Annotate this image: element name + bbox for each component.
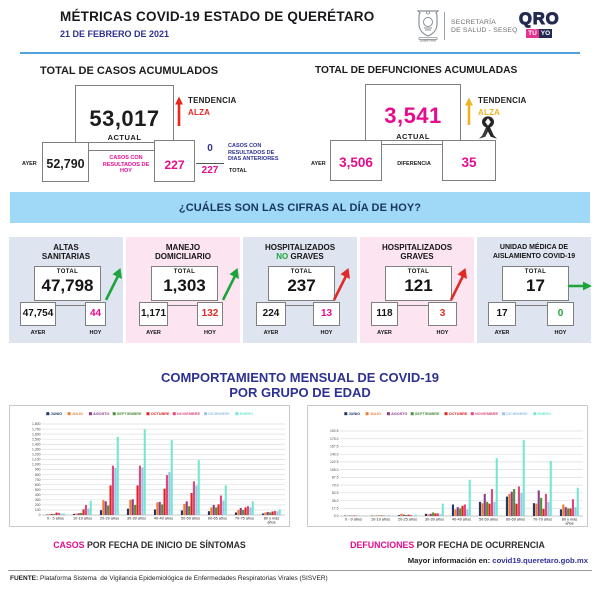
svg-text:40-49 años: 40-49 años xyxy=(154,517,173,521)
svg-text:1,600: 1,600 xyxy=(32,432,41,436)
svg-text:1,300: 1,300 xyxy=(32,447,41,451)
svg-text:100: 100 xyxy=(35,508,41,512)
svg-text:192.5: 192.5 xyxy=(330,429,339,433)
svg-text:OCTUBRE: OCTUBRE xyxy=(151,412,170,416)
svg-text:500: 500 xyxy=(35,488,41,492)
svg-text:años: años xyxy=(565,521,573,525)
svg-text:ENERO: ENERO xyxy=(538,412,552,416)
svg-text:NOVIEMBRE: NOVIEMBRE xyxy=(177,412,200,416)
svg-text:OCTUBRE: OCTUBRE xyxy=(449,412,468,416)
svg-text:1,400: 1,400 xyxy=(32,442,41,446)
svg-text:30-39 años: 30-39 años xyxy=(127,517,146,521)
svg-text:JULIO: JULIO xyxy=(370,412,381,416)
svg-text:AGOSTO: AGOSTO xyxy=(391,412,407,416)
svg-text:DICIEMBRE: DICIEMBRE xyxy=(208,412,230,416)
svg-text:QUERÉTARO: QUERÉTARO xyxy=(420,38,436,42)
svg-text:NOVIEMBRE: NOVIEMBRE xyxy=(475,412,498,416)
svg-text:20-29 años: 20-29 años xyxy=(100,517,119,521)
svg-text:1,100: 1,100 xyxy=(32,458,41,462)
svg-text:SEPTIEMBRE: SEPTIEMBRE xyxy=(117,412,142,416)
svg-text:JUNIO: JUNIO xyxy=(349,412,361,416)
svg-text:80 y más: 80 y más xyxy=(562,518,578,522)
svg-text:70-79 años: 70-79 años xyxy=(533,518,552,522)
svg-text:JULIO: JULIO xyxy=(72,412,83,416)
svg-text:años: años xyxy=(267,520,275,524)
svg-text:80 y más: 80 y más xyxy=(264,517,280,521)
svg-text:157.5: 157.5 xyxy=(330,445,339,449)
svg-text:600: 600 xyxy=(35,483,41,487)
svg-text:400: 400 xyxy=(35,493,41,497)
svg-text:70.0: 70.0 xyxy=(332,483,339,487)
svg-text:40-49 años: 40-49 años xyxy=(452,518,471,522)
svg-text:1,200: 1,200 xyxy=(32,453,41,457)
svg-text:1,500: 1,500 xyxy=(32,437,41,441)
svg-text:900: 900 xyxy=(35,468,41,472)
svg-text:50-59 años: 50-59 años xyxy=(479,518,498,522)
svg-text:1,000: 1,000 xyxy=(32,463,41,467)
svg-text:30-39 años: 30-39 años xyxy=(425,518,444,522)
svg-text:50-59 años: 50-59 años xyxy=(181,517,200,521)
svg-text:105.0: 105.0 xyxy=(330,468,339,472)
svg-text:700: 700 xyxy=(35,478,41,482)
svg-text:300: 300 xyxy=(35,498,41,502)
svg-text:0: 0 xyxy=(39,513,41,517)
svg-text:87.5: 87.5 xyxy=(332,476,339,480)
svg-text:ENERO: ENERO xyxy=(240,412,254,416)
svg-text:0 - 5 años: 0 - 5 años xyxy=(47,517,64,521)
svg-text:60-69 años: 60-69 años xyxy=(506,518,525,522)
svg-text:60-65 años: 60-65 años xyxy=(208,517,227,521)
svg-text:175.0: 175.0 xyxy=(330,437,339,441)
svg-text:140.0: 140.0 xyxy=(330,452,339,456)
svg-text:AGOSTO: AGOSTO xyxy=(93,412,109,416)
svg-text:0.0: 0.0 xyxy=(334,514,339,518)
svg-text:SEPTIEMBRE: SEPTIEMBRE xyxy=(415,412,440,416)
svg-text:1,700: 1,700 xyxy=(32,427,41,431)
svg-text:200: 200 xyxy=(35,503,41,507)
svg-text:0 - 9 años: 0 - 9 años xyxy=(345,518,362,522)
svg-text:20-25 años: 20-25 años xyxy=(398,518,417,522)
svg-text:17.5: 17.5 xyxy=(332,506,339,510)
svg-text:35.0: 35.0 xyxy=(332,499,339,503)
svg-text:1,800: 1,800 xyxy=(32,422,41,426)
svg-text:52.5: 52.5 xyxy=(332,491,339,495)
svg-text:800: 800 xyxy=(35,473,41,477)
svg-text:122.5: 122.5 xyxy=(330,460,339,464)
svg-text:70-75 años: 70-75 años xyxy=(235,517,254,521)
svg-text:10-19 años: 10-19 años xyxy=(73,517,92,521)
svg-text:JUNIO: JUNIO xyxy=(51,412,63,416)
svg-text:DICIEMBRE: DICIEMBRE xyxy=(506,412,528,416)
svg-text:10-19 años: 10-19 años xyxy=(371,518,390,522)
